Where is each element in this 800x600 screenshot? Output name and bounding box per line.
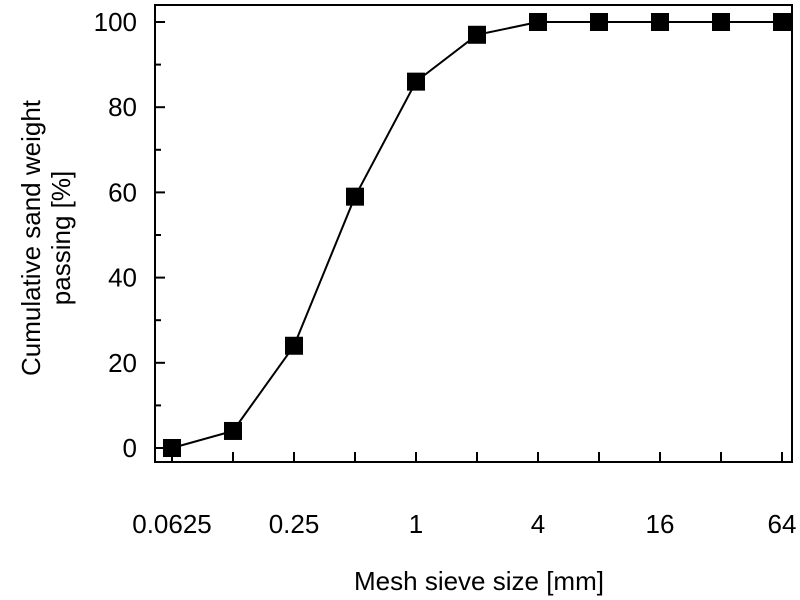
data-point-marker xyxy=(773,13,791,31)
y-tick-label: 60 xyxy=(108,177,137,207)
x-axis-title: Mesh sieve size [mm] xyxy=(354,566,604,596)
data-point-marker xyxy=(163,439,181,457)
y-tick-label: 80 xyxy=(108,92,137,122)
x-tick-label: 1 xyxy=(409,509,423,539)
y-axis-title-line-1: Cumulative sand weight xyxy=(16,99,46,376)
data-point-marker xyxy=(468,25,486,44)
data-point-marker xyxy=(712,13,730,31)
x-tick-label: 0.0625 xyxy=(132,509,212,539)
y-axis-title-line-2: passing [%] xyxy=(46,171,76,305)
data-point-marker xyxy=(224,421,242,440)
x-tick-label: 0.25 xyxy=(269,509,320,539)
data-point-marker xyxy=(285,336,303,355)
y-tick-label: 0 xyxy=(123,433,137,463)
y-tick-label: 40 xyxy=(108,263,137,293)
x-axis-ticks: 0.0625 0.25 1 4 16 64 xyxy=(132,452,796,539)
data-point-marker xyxy=(651,13,669,31)
y-tick-label: 20 xyxy=(108,348,137,378)
x-tick-label: 16 xyxy=(646,509,675,539)
series-line xyxy=(171,21,782,449)
y-tick-label: 100 xyxy=(94,7,137,37)
data-point-marker xyxy=(407,72,425,91)
data-point-marker xyxy=(529,13,547,31)
y-axis-title: Cumulative sand weight passing [%] xyxy=(16,99,76,376)
y-axis-ticks: 0 20 40 60 80 100 xyxy=(94,7,165,463)
series-group xyxy=(163,13,791,457)
x-tick-label: 64 xyxy=(768,509,797,539)
x-tick-label: 4 xyxy=(531,509,545,539)
plot-frame xyxy=(154,4,793,463)
data-point-marker xyxy=(590,13,608,31)
data-point-marker xyxy=(346,187,364,206)
